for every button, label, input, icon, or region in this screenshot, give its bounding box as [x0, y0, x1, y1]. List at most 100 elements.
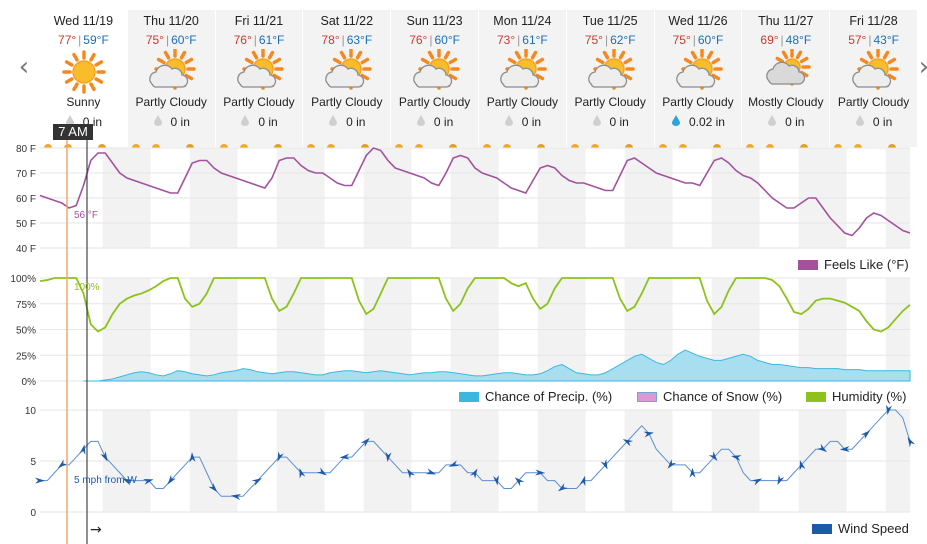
legend-humidity[interactable]: Humidity (%) [806, 389, 906, 404]
day-card[interactable]: Tue 11/25 75° | 62°F Partly Cloudy 0 in [566, 10, 655, 148]
raindrop-icon [153, 115, 163, 129]
wind-arrow-marker [751, 478, 763, 486]
day-card[interactable]: Thu 11/20 75° | 60°F Partly Cloudy 0 in [127, 10, 216, 148]
y-tick-label: 60 F [16, 194, 36, 205]
day-precip: 0 in [391, 114, 478, 130]
wind-arrow-marker [251, 478, 262, 486]
legend-snow[interactable]: Chance of Snow (%) [637, 389, 782, 404]
partly-cloudy-icon [567, 49, 654, 95]
wind-arrow-marker [667, 459, 677, 469]
next-days-button[interactable]: › [912, 52, 927, 82]
prev-days-button[interactable]: ‹ [18, 52, 30, 82]
wind-arrow-marker [907, 437, 916, 448]
legend-precip-swatch [459, 391, 479, 402]
legend-wind-swatch [812, 523, 832, 534]
day-temps: 57° | 43°F [848, 33, 899, 47]
day-temps: 73° | 61°F [497, 33, 548, 47]
sun-phase-icon [746, 144, 809, 148]
day-condition: Mostly Cloudy [748, 95, 824, 109]
wind-arrow-marker [600, 459, 608, 470]
day-name: Sun 11/23 [406, 14, 463, 28]
day-card[interactable]: Wed 11/26 75° | 60°F Partly Cloudy 0.02 in [654, 10, 743, 148]
day-high: 75° [145, 33, 164, 47]
partly-cloudy-icon [128, 49, 215, 95]
day-precip-amount: 0 in [258, 115, 278, 129]
precip-area [83, 349, 911, 382]
partly-cloudy-icon [655, 49, 742, 95]
raindrop-icon [592, 115, 602, 129]
raindrop-icon [328, 115, 338, 129]
partly-cloudy-icon [830, 49, 917, 95]
day-precip: 0 in [303, 114, 390, 130]
day-condition: Partly Cloudy [398, 95, 471, 109]
legend-snow-swatch [637, 391, 657, 402]
wind-arrow-marker [469, 468, 478, 479]
day-precip-amount: 0 in [609, 115, 629, 129]
day-condition: Partly Cloudy [135, 95, 207, 109]
wind-arrow-marker [514, 477, 525, 487]
partly-cloudy-icon [391, 49, 478, 95]
cursor-wind-direction-icon: → [90, 522, 102, 538]
day-precip-amount: 0 in [521, 115, 542, 129]
wind-arrow-marker [35, 477, 45, 484]
legend-wind[interactable]: Wind Speed [812, 521, 909, 536]
wind-arrow-marker [57, 459, 68, 469]
day-low: 59°F [83, 33, 109, 47]
y-tick-label: 80 F [16, 144, 36, 155]
sun-phase-icon [570, 144, 633, 148]
wind-arrow-marker [425, 468, 437, 475]
day-temps: 75° | 60°F [145, 33, 197, 47]
day-name: Thu 11/27 [758, 14, 814, 28]
wind-arrow-marker [689, 467, 696, 478]
day-temps: 76° | 61°F [233, 33, 285, 47]
wind-arrow-marker [208, 482, 218, 493]
legend-feels-like[interactable]: Feels Like (°F) [798, 257, 909, 272]
wind-arrow-marker [230, 494, 242, 501]
wind-arrow-marker [557, 483, 568, 492]
sun-phase-icon [395, 144, 458, 148]
day-card[interactable]: Fri 11/28 57° | 43°F Partly Cloudy 0 in [830, 10, 918, 148]
day-precip: 0 in [128, 114, 215, 130]
day-precip: 0 in [742, 114, 829, 130]
feels-like-line [39, 147, 911, 237]
day-high: 73° [497, 33, 516, 47]
legend-snow-label: Chance of Snow (%) [663, 389, 783, 404]
sun-phase-icon [44, 144, 106, 148]
day-name: Thu 11/20 [143, 14, 199, 28]
day-temps: 69° | 48°F [760, 33, 812, 47]
day-precip: 0.02 in [655, 114, 742, 130]
wind-arrow-marker [860, 430, 871, 440]
y-tick-label: 0 [30, 508, 36, 519]
wind-arrow-marker [385, 451, 392, 463]
wind-arrow-marker [299, 468, 306, 479]
day-card[interactable]: Sun 11/23 76° | 60°F Partly Cloudy 0 in [391, 10, 479, 148]
y-tick-label: 70 F [16, 169, 36, 180]
wind-arrow-marker [143, 479, 154, 485]
day-high: 76° [409, 33, 428, 47]
day-precip-amount: 0 in [785, 115, 805, 129]
day-high: 76° [233, 33, 252, 47]
day-high: 78° [321, 33, 340, 47]
day-card[interactable]: Thu 11/27 69° | 48°F Mostly Cloudy 0 in [742, 10, 831, 148]
day-card[interactable]: Mon 11/24 73° | 61°F Partly Cloudy 0 in [478, 10, 567, 148]
y-tick-label: 100% [10, 274, 36, 285]
day-card[interactable]: Fri 11/21 76° | 61°F Partly Cloudy 0 in [215, 10, 304, 148]
wind-arrow-marker [316, 467, 327, 476]
wind-arrow-marker [622, 439, 634, 447]
legend-humidity-label: Humidity (%) [832, 389, 907, 404]
sunny-icon [40, 49, 127, 95]
wind-arrow-marker [189, 452, 196, 463]
day-name: Fri 11/28 [849, 14, 898, 28]
day-card[interactable]: Sat 11/22 78° | 63°F Partly Cloudy 0 in [303, 10, 392, 148]
wind-arrow-marker [535, 469, 546, 476]
legend-precip[interactable]: Chance of Precip. (%) [459, 389, 612, 404]
day-name: Fri 11/21 [234, 14, 284, 28]
legend-feels-like-swatch [798, 259, 818, 270]
day-condition: Sunny [66, 95, 101, 109]
day-low: 43°F [873, 33, 899, 47]
raindrop-icon [767, 115, 777, 129]
y-tick-label: 10 [25, 406, 37, 417]
raindrop-icon [240, 115, 250, 129]
wind-arrow-marker [579, 475, 586, 487]
